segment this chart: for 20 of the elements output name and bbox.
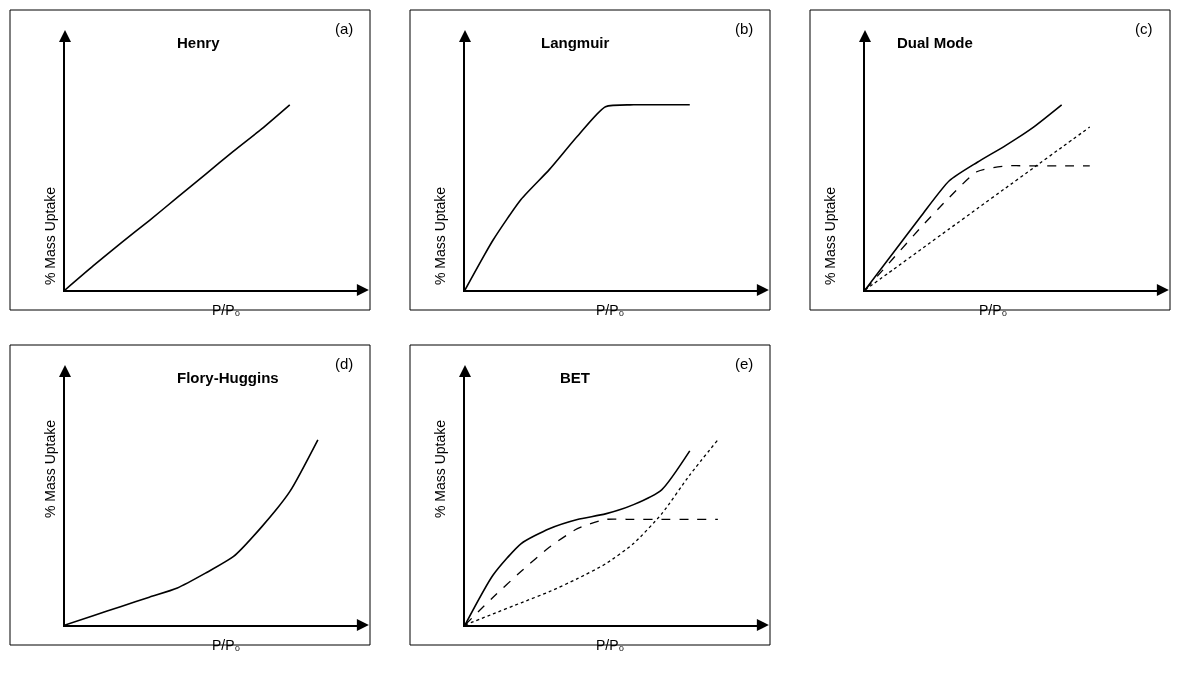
y-axis-title: % Mass Uptake <box>432 186 448 285</box>
chart-title: Langmuir <box>541 34 610 51</box>
chart-title: Henry <box>177 34 221 51</box>
x-axis-title: P/P₀ <box>212 637 241 653</box>
text: (b) <box>735 20 754 37</box>
text: (a) <box>335 20 354 37</box>
y-axis-title: % Mass Uptake <box>42 419 58 518</box>
y-axis-title: % Mass Uptake <box>822 186 838 285</box>
x-axis-title: P/P₀ <box>596 302 625 318</box>
x-axis-title: P/P₀ <box>979 302 1008 318</box>
x-axis-title: P/P₀ <box>596 637 625 653</box>
text: (c) <box>1135 20 1153 37</box>
text: (e) <box>735 355 754 372</box>
chart-title: BET <box>560 369 590 386</box>
chart-title: Flory-Huggins <box>177 369 279 386</box>
chart-title: Dual Mode <box>897 34 973 51</box>
text: (d) <box>335 355 354 372</box>
x-axis-title: P/P₀ <box>212 302 241 318</box>
y-axis-title: % Mass Uptake <box>42 186 58 285</box>
y-axis-title: % Mass Uptake <box>432 419 448 518</box>
